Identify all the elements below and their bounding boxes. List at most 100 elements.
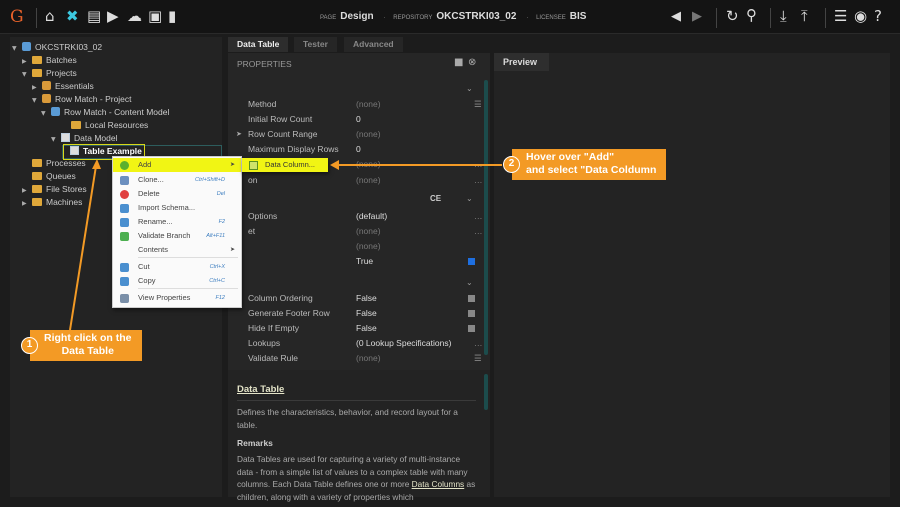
submenu-data-column[interactable]: Data Column... [242, 158, 328, 172]
menu-item-delete[interactable]: Delete Del [113, 187, 241, 201]
folder-icon [71, 121, 81, 129]
menu-item-label: Copy [138, 276, 156, 285]
menu-item-cut[interactable]: Cut Ctrl+X [113, 260, 241, 274]
expand-arrow-icon[interactable]: ▶ [22, 58, 27, 65]
callout-1-arrowhead [92, 159, 101, 169]
forward-icon[interactable]: ▶ [692, 9, 702, 24]
menu-item-rename[interactable]: Rename... F2 [113, 215, 241, 229]
checkbox[interactable] [468, 295, 475, 302]
expand-arrow-icon[interactable]: ▶ [22, 187, 27, 194]
expand-arrow-icon[interactable]: ▼ [12, 45, 17, 52]
property-row[interactable]: Row Count Range (none) [228, 127, 483, 142]
checkbox[interactable] [468, 325, 475, 332]
property-row[interactable]: Maximum Display Rows 0 [228, 142, 483, 157]
tab-tester[interactable]: Tester [294, 37, 337, 52]
property-row[interactable]: Lookups (0 Lookup Specifications)… [228, 336, 483, 351]
folder-icon [32, 69, 42, 77]
property-row[interactable]: (none) [228, 239, 483, 254]
property-row[interactable]: Validate Rule (none) ☰ [228, 351, 483, 366]
tree-node[interactable]: Table Example [60, 145, 142, 158]
collapse-chevron-icon[interactable]: ⌄ [466, 278, 473, 287]
tools-icon[interactable]: ✖ [66, 7, 79, 25]
tree-node[interactable]: ▶ File Stores [22, 183, 87, 196]
menu-item-clone[interactable]: Clone... Ctrl+Shift+D [113, 173, 241, 187]
tree-node-label: OKCSTRKI03_02 [35, 42, 103, 52]
close-icon[interactable]: ⊗ [468, 57, 477, 68]
ellipsis-button[interactable]: … [474, 211, 483, 221]
property-row[interactable]: Column Ordering False [228, 291, 483, 306]
tree-node[interactable]: ▼ Row Match - Content Model [41, 106, 169, 119]
help-icon[interactable]: ? [874, 7, 882, 25]
property-row[interactable]: Generate Footer Row False [228, 306, 483, 321]
save-icon[interactable]: ■ [454, 57, 464, 68]
expand-arrow-icon[interactable]: ▼ [41, 110, 46, 117]
tree-node[interactable]: ▼ Row Match - Project [32, 93, 132, 106]
property-row[interactable]: on (none)… [228, 173, 483, 188]
tree-node[interactable]: Local Resources [61, 119, 148, 132]
tree-node[interactable]: Processes [22, 157, 86, 170]
menu-item-view-properties[interactable]: View Properties F12 [113, 291, 241, 305]
refresh-icon[interactable]: ↻ [726, 7, 739, 25]
property-row[interactable]: Hide If Empty False [228, 321, 483, 336]
menu-item-add[interactable]: Add ➤ [113, 158, 241, 172]
home-icon[interactable]: ⌂ [45, 7, 55, 25]
upload-icon[interactable]: ⤒ [801, 7, 808, 25]
back-icon[interactable]: ◀ [671, 9, 681, 24]
download-icon[interactable]: ⤓ [780, 7, 787, 25]
tree-node[interactable]: Queues [22, 170, 76, 183]
checkbox[interactable] [468, 310, 475, 317]
ellipsis-button[interactable]: … [474, 226, 483, 236]
ellipsis-button[interactable]: … [474, 338, 483, 348]
package-icon[interactable]: ▣ [148, 7, 163, 25]
property-value: False [356, 323, 377, 333]
ellipsis-button[interactable]: … [474, 175, 483, 185]
media-icon[interactable]: ▶ [107, 7, 119, 25]
menu-item-import-schema[interactable]: Import Schema... [113, 201, 241, 215]
archive-icon[interactable]: ▤ [87, 7, 102, 25]
property-row[interactable]: Initial Row Count 0 [228, 112, 483, 127]
tab-advanced[interactable]: Advanced [344, 37, 403, 52]
expand-arrow-icon[interactable]: ▶ [22, 200, 27, 207]
tree-node[interactable]: ▼ Projects [22, 67, 77, 80]
property-value: (0 Lookup Specifications) [356, 338, 452, 348]
menu-item-contents[interactable]: Contents ➤ [113, 243, 241, 257]
project-icon [42, 94, 51, 103]
tab-preview[interactable]: Preview [494, 53, 549, 71]
chart-icon[interactable]: ▮ [168, 7, 177, 25]
checkbox[interactable] [468, 258, 475, 265]
tree-node[interactable]: ▶ Essentials [32, 80, 94, 93]
collapse-chevron-icon[interactable]: ⌄ [466, 84, 473, 93]
expand-arrow-icon[interactable]: ▶ [32, 84, 37, 91]
expand-arrow-icon[interactable]: ▼ [22, 71, 27, 78]
menu-icon[interactable]: ☰ [474, 99, 482, 109]
tree-node[interactable]: ▶ Machines [22, 196, 82, 209]
user-icon[interactable]: ◉ [854, 7, 868, 25]
property-name: on [248, 175, 258, 185]
property-row[interactable]: et (none)… [228, 224, 483, 239]
help-scrollbar[interactable] [484, 374, 488, 410]
folder-icon [32, 185, 42, 193]
shortcut-label: F12 [215, 295, 225, 301]
properties-scrollbar[interactable] [484, 80, 488, 355]
expand-arrow-icon[interactable]: ➤ [236, 130, 242, 138]
expand-arrow-icon[interactable]: ▼ [32, 97, 37, 104]
database-icon[interactable]: ☰ [834, 7, 848, 25]
collapse-chevron-icon[interactable]: ⌄ [466, 194, 473, 203]
property-row[interactable]: Method (none) ☰ [228, 97, 483, 112]
property-row[interactable]: Options (default)… [228, 209, 483, 224]
tree-node[interactable]: ▶ Batches [22, 54, 77, 67]
tree-node-label: Local Resources [85, 120, 149, 130]
menu-icon[interactable]: ☰ [474, 353, 482, 363]
menu-item-copy[interactable]: Copy Ctrl+C [113, 274, 241, 288]
data-columns-link[interactable]: Data Columns [411, 479, 465, 489]
menu-item-validate-branch[interactable]: Validate Branch Alt+F11 [113, 229, 241, 243]
tree-node[interactable]: ▼ Data Model [51, 132, 117, 145]
divider [825, 8, 826, 28]
property-row[interactable]: True [228, 254, 483, 269]
cloud-icon[interactable]: ☁ [127, 7, 142, 25]
tree-node-label: Essentials [55, 81, 94, 91]
expand-arrow-icon[interactable]: ▼ [51, 136, 56, 143]
search-icon[interactable]: ⚲ [746, 6, 757, 24]
tree-node[interactable]: ▼ OKCSTRKI03_02 [12, 41, 102, 54]
tab-data-table[interactable]: Data Table [228, 37, 289, 52]
